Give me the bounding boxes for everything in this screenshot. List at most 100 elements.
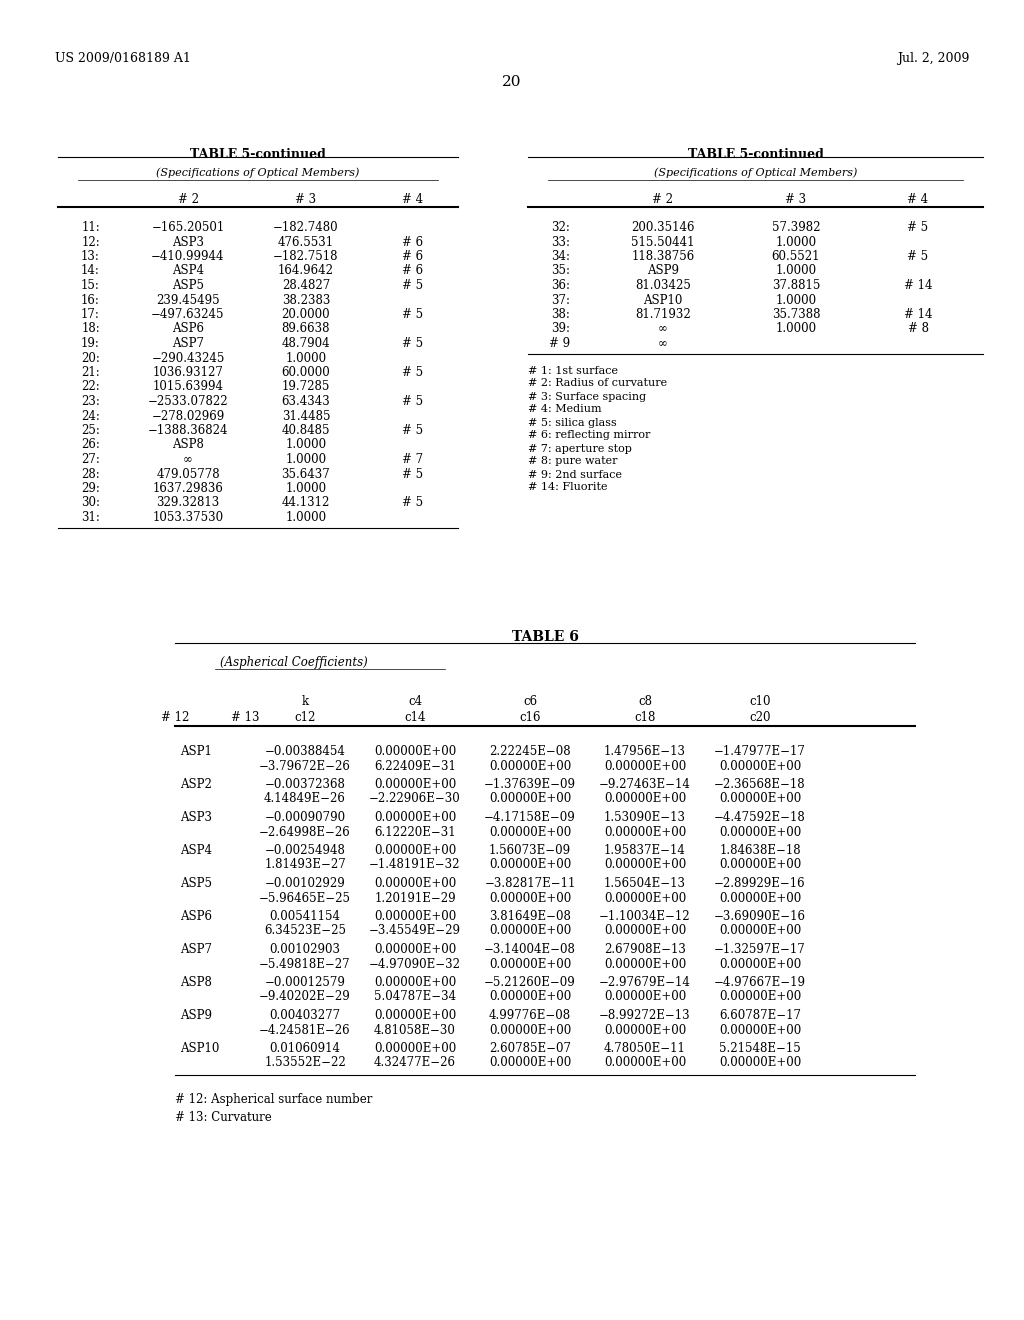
Text: # 9: # 9	[549, 337, 570, 350]
Text: ASP5: ASP5	[180, 876, 212, 890]
Text: 89.6638: 89.6638	[282, 322, 331, 335]
Text: 4.81058E−30: 4.81058E−30	[374, 1023, 456, 1036]
Text: 25:: 25:	[81, 424, 100, 437]
Text: 1.53090E−13: 1.53090E−13	[604, 810, 686, 824]
Text: 1.0000: 1.0000	[286, 438, 327, 451]
Text: −0.00012579: −0.00012579	[264, 975, 345, 989]
Text: −1.10034E−12: −1.10034E−12	[599, 909, 691, 923]
Text: c12: c12	[294, 711, 315, 723]
Text: 37.8815: 37.8815	[772, 279, 820, 292]
Text: −2.36568E−18: −2.36568E−18	[714, 777, 806, 791]
Text: # 6: # 6	[402, 235, 424, 248]
Text: # 13: Curvature: # 13: Curvature	[175, 1111, 271, 1125]
Text: # 5: # 5	[402, 467, 424, 480]
Text: # 6: reflecting mirror: # 6: reflecting mirror	[528, 430, 650, 441]
Text: ASP1: ASP1	[180, 744, 212, 758]
Text: 0.00000E+00: 0.00000E+00	[604, 792, 686, 805]
Text: 1053.37530: 1053.37530	[153, 511, 223, 524]
Text: 37:: 37:	[551, 293, 570, 306]
Text: −5.21260E−09: −5.21260E−09	[484, 975, 575, 989]
Text: −0.00254948: −0.00254948	[264, 843, 345, 857]
Text: −410.99944: −410.99944	[152, 249, 224, 263]
Text: 1.81493E−27: 1.81493E−27	[264, 858, 346, 871]
Text: 0.00000E+00: 0.00000E+00	[719, 858, 801, 871]
Text: ASP4: ASP4	[172, 264, 204, 277]
Text: ASP7: ASP7	[180, 942, 212, 956]
Text: US 2009/0168189 A1: US 2009/0168189 A1	[55, 51, 190, 65]
Text: ASP7: ASP7	[172, 337, 204, 350]
Text: 60.0000: 60.0000	[282, 366, 331, 379]
Text: 0.00000E+00: 0.00000E+00	[719, 990, 801, 1003]
Text: 33:: 33:	[551, 235, 570, 248]
Text: 0.00000E+00: 0.00000E+00	[374, 810, 456, 824]
Text: 27:: 27:	[81, 453, 100, 466]
Text: 23:: 23:	[81, 395, 100, 408]
Text: 2.67908E−13: 2.67908E−13	[604, 942, 686, 956]
Text: # 8: pure water: # 8: pure water	[528, 457, 617, 466]
Text: 6.60787E−17: 6.60787E−17	[719, 1008, 801, 1022]
Text: 63.4343: 63.4343	[282, 395, 331, 408]
Text: TABLE 5-continued: TABLE 5-continued	[190, 148, 326, 161]
Text: 0.00000E+00: 0.00000E+00	[374, 777, 456, 791]
Text: 476.5531: 476.5531	[278, 235, 334, 248]
Text: 0.00000E+00: 0.00000E+00	[719, 759, 801, 772]
Text: 0.00000E+00: 0.00000E+00	[488, 990, 571, 1003]
Text: −3.69090E−16: −3.69090E−16	[714, 909, 806, 923]
Text: −9.40202E−29: −9.40202E−29	[259, 990, 351, 1003]
Text: 20.0000: 20.0000	[282, 308, 331, 321]
Text: ASP6: ASP6	[180, 909, 212, 923]
Text: 20:: 20:	[81, 351, 100, 364]
Text: ASP4: ASP4	[180, 843, 212, 857]
Text: 1.53552E−22: 1.53552E−22	[264, 1056, 346, 1069]
Text: −2.97679E−14: −2.97679E−14	[599, 975, 691, 989]
Text: # 5: # 5	[402, 366, 424, 379]
Text: 30:: 30:	[81, 496, 100, 510]
Text: 26:: 26:	[81, 438, 100, 451]
Text: 3.81649E−08: 3.81649E−08	[489, 909, 571, 923]
Text: 1015.63994: 1015.63994	[153, 380, 223, 393]
Text: −278.02969: −278.02969	[152, 409, 224, 422]
Text: # 2: Radius of curvature: # 2: Radius of curvature	[528, 379, 667, 388]
Text: 31.4485: 31.4485	[282, 409, 331, 422]
Text: ∞: ∞	[183, 453, 193, 466]
Text: # 5: # 5	[402, 279, 424, 292]
Text: 0.00000E+00: 0.00000E+00	[719, 792, 801, 805]
Text: # 5: # 5	[402, 424, 424, 437]
Text: c16: c16	[519, 711, 541, 723]
Text: −0.00388454: −0.00388454	[264, 744, 345, 758]
Text: 0.00000E+00: 0.00000E+00	[374, 1041, 456, 1055]
Text: 35:: 35:	[551, 264, 570, 277]
Text: 1.0000: 1.0000	[286, 453, 327, 466]
Text: # 5: # 5	[402, 337, 424, 350]
Text: 4.14849E−26: 4.14849E−26	[264, 792, 346, 805]
Text: −4.47592E−18: −4.47592E−18	[714, 810, 806, 824]
Text: 1.0000: 1.0000	[775, 293, 816, 306]
Text: −182.7518: −182.7518	[273, 249, 339, 263]
Text: # 4: # 4	[402, 193, 424, 206]
Text: ASP9: ASP9	[180, 1008, 212, 1022]
Text: 0.00000E+00: 0.00000E+00	[374, 975, 456, 989]
Text: 329.32813: 329.32813	[157, 496, 219, 510]
Text: Jul. 2, 2009: Jul. 2, 2009	[897, 51, 969, 65]
Text: c20: c20	[750, 711, 771, 723]
Text: TABLE 5-continued: TABLE 5-continued	[687, 148, 823, 161]
Text: −165.20501: −165.20501	[152, 220, 224, 234]
Text: −4.24581E−26: −4.24581E−26	[259, 1023, 351, 1036]
Text: 0.00000E+00: 0.00000E+00	[374, 1008, 456, 1022]
Text: −3.82817E−11: −3.82817E−11	[484, 876, 575, 890]
Text: (Aspherical Coefficients): (Aspherical Coefficients)	[220, 656, 368, 669]
Text: 118.38756: 118.38756	[632, 249, 694, 263]
Text: 38:: 38:	[551, 308, 570, 321]
Text: 0.00000E+00: 0.00000E+00	[374, 876, 456, 890]
Text: # 8: # 8	[907, 322, 929, 335]
Text: −290.43245: −290.43245	[152, 351, 224, 364]
Text: # 5: # 5	[907, 220, 929, 234]
Text: ASP8: ASP8	[172, 438, 204, 451]
Text: # 12: # 12	[161, 711, 189, 723]
Text: (Specifications of Optical Members): (Specifications of Optical Members)	[653, 168, 857, 178]
Text: 164.9642: 164.9642	[278, 264, 334, 277]
Text: −497.63245: −497.63245	[152, 308, 224, 321]
Text: −182.7480: −182.7480	[273, 220, 339, 234]
Text: # 1: 1st surface: # 1: 1st surface	[528, 366, 618, 375]
Text: 0.00000E+00: 0.00000E+00	[488, 759, 571, 772]
